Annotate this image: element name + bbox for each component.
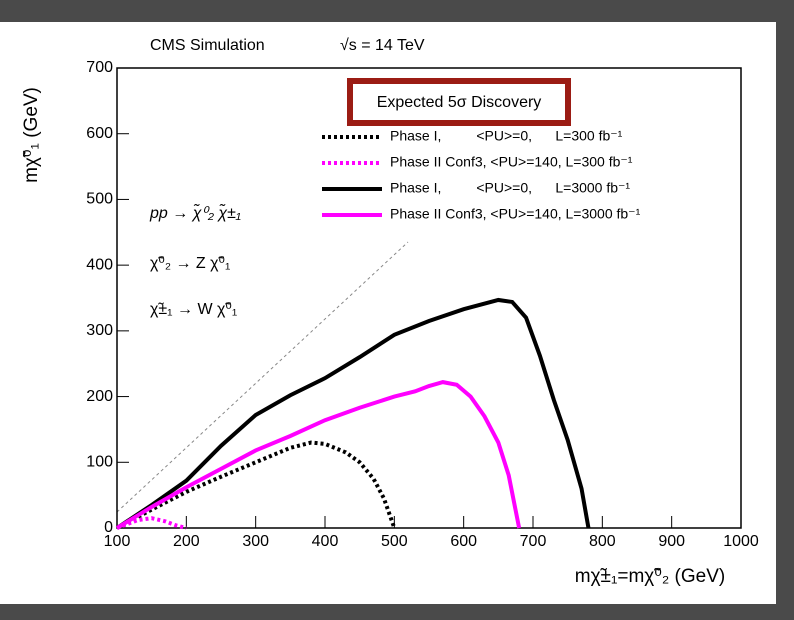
x-tick-label: 400 bbox=[312, 533, 339, 550]
series-line bbox=[116, 516, 187, 530]
legend-title: Expected 5σ Discovery bbox=[377, 94, 542, 111]
annotation: χ̃⁰₂ → Z χ̃⁰₁ bbox=[150, 255, 230, 272]
y-tick-label: 700 bbox=[86, 59, 113, 76]
x-tick-label: 900 bbox=[658, 533, 685, 550]
legend-label: Phase I, <PU>=0, L=3000 fb⁻¹ bbox=[390, 180, 630, 196]
y-tick-label: 400 bbox=[86, 256, 113, 273]
legend-label: Phase II Conf3, <PU>=140, L=300 fb⁻¹ bbox=[390, 154, 633, 170]
y-tick-label: 100 bbox=[86, 454, 113, 471]
annotation: χ̃±₁ → W χ̃⁰₁ bbox=[150, 301, 237, 318]
x-axis-label: mχ̃±₁=mχ̃⁰₂ (GeV) bbox=[575, 566, 725, 587]
x-tick-label: 1000 bbox=[723, 533, 759, 550]
y-tick-label: 300 bbox=[86, 322, 113, 339]
x-tick-label: 700 bbox=[520, 533, 547, 550]
x-tick-label: 600 bbox=[450, 533, 477, 550]
y-axis-label: mχ̃⁰₁ (GeV) bbox=[21, 87, 42, 183]
kinematic-limit bbox=[116, 241, 409, 513]
legend-label: Phase I, <PU>=0, L=300 fb⁻¹ bbox=[390, 128, 623, 144]
x-tick-label: 200 bbox=[173, 533, 200, 550]
plot-frame bbox=[116, 67, 742, 529]
series-line bbox=[115, 380, 522, 530]
series-line bbox=[115, 297, 591, 530]
chart-title: CMS Simulation bbox=[150, 37, 265, 54]
x-tick-label: 100 bbox=[104, 533, 131, 550]
y-tick-label: 0 bbox=[104, 519, 113, 536]
series-line bbox=[116, 440, 397, 530]
legend-title-box bbox=[347, 78, 571, 126]
x-tick-label: 300 bbox=[242, 533, 269, 550]
annotation: pp → χ̃⁰₂ χ̃±₁ bbox=[149, 202, 241, 222]
y-tick-label: 200 bbox=[86, 388, 113, 405]
x-tick-label: 800 bbox=[589, 533, 616, 550]
x-tick-label: 500 bbox=[381, 533, 408, 550]
chart-subtitle: √s = 14 TeV bbox=[340, 37, 425, 54]
legend-label: Phase II Conf3, <PU>=140, L=3000 fb⁻¹ bbox=[390, 206, 641, 222]
y-tick-label: 500 bbox=[86, 191, 113, 208]
y-tick-label: 600 bbox=[86, 125, 113, 142]
